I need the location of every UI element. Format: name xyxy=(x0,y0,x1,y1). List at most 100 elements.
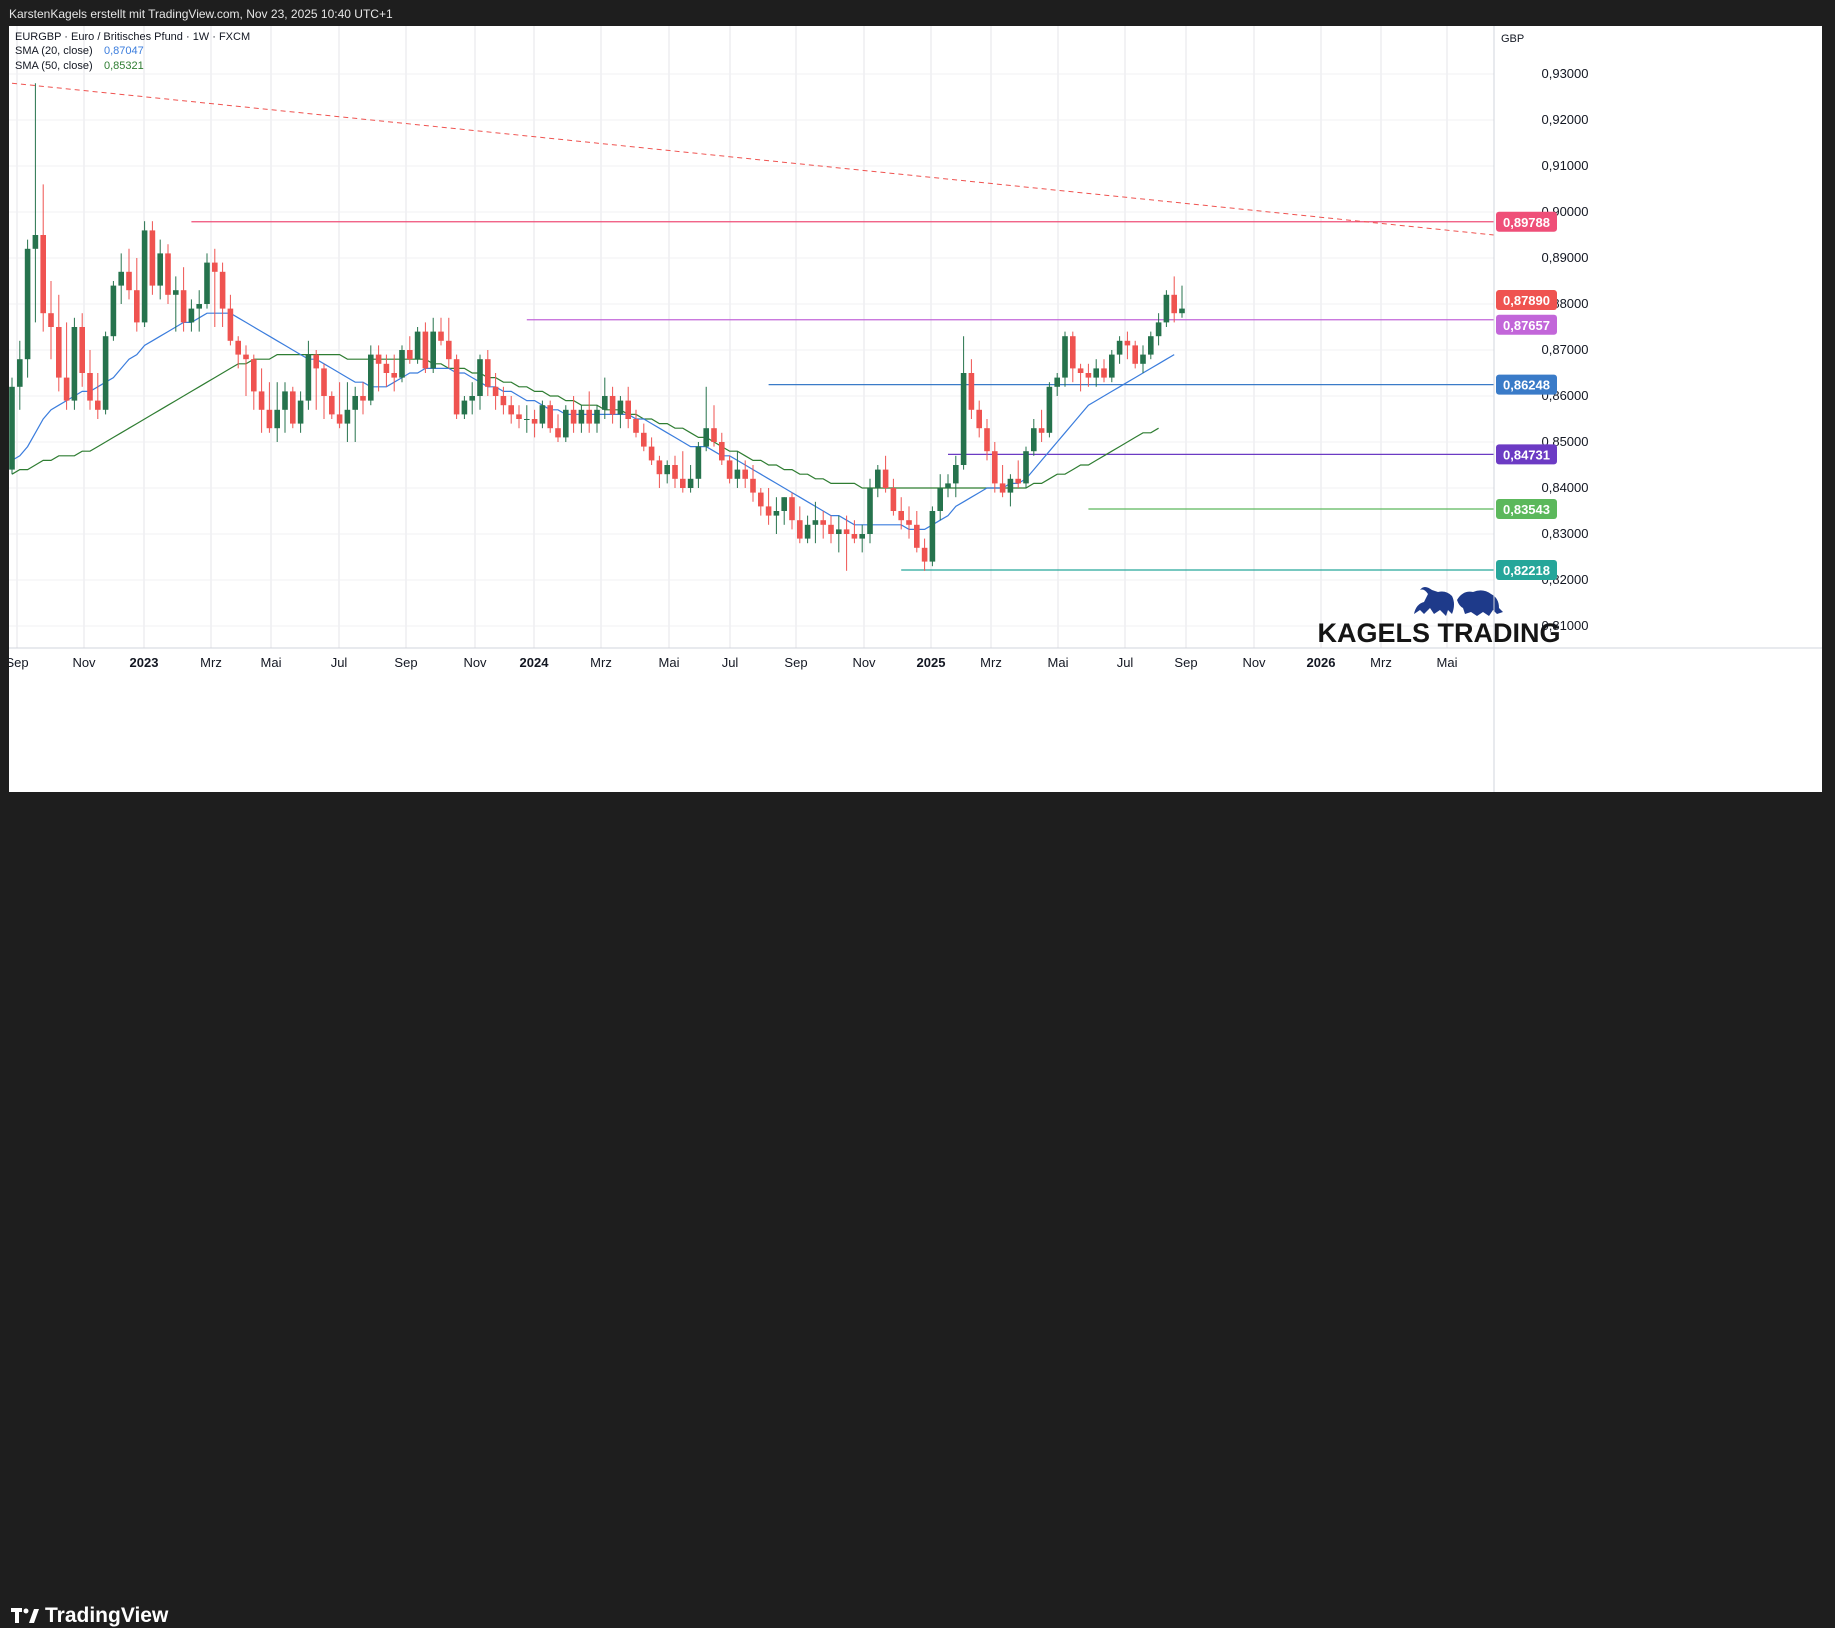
candle xyxy=(40,184,46,332)
candle-body xyxy=(1046,386,1053,433)
candle-body xyxy=(875,469,881,488)
candle-body xyxy=(258,391,265,410)
price-tick-label: 0,93000 xyxy=(1542,66,1589,81)
candle xyxy=(539,400,546,429)
candle xyxy=(976,400,982,438)
tradingview-logo[interactable]: TradingView xyxy=(11,1604,168,1628)
candle-body xyxy=(188,308,195,323)
candle xyxy=(204,253,210,309)
candle xyxy=(126,248,132,300)
candle-body xyxy=(773,511,780,516)
candle-body xyxy=(882,469,889,488)
candle-body xyxy=(63,377,70,401)
candle-body xyxy=(734,469,741,479)
candle-body xyxy=(820,520,826,525)
candle-body xyxy=(812,520,819,525)
candle-body xyxy=(672,465,678,479)
sma50-line xyxy=(11,354,1159,489)
candle-body xyxy=(321,368,327,396)
candle-body xyxy=(1023,451,1029,484)
chart-area[interactable]: KAGELS TRADING EURGBP · Euro / Britische… xyxy=(5,26,1822,792)
footer-bar: TradingView xyxy=(0,792,1835,1627)
levels xyxy=(191,221,1494,571)
candle-body xyxy=(235,340,241,355)
candle-body xyxy=(765,506,772,516)
price-tag: 0,87657 xyxy=(1496,314,1557,335)
candle-body xyxy=(656,460,663,475)
price-tick-label: 0,84000 xyxy=(1542,480,1589,495)
candle xyxy=(313,350,319,410)
candle xyxy=(141,221,148,327)
candle-body xyxy=(641,432,647,447)
price-tag-label: 0,82218 xyxy=(1503,563,1550,578)
brand-watermark: KAGELS TRADING xyxy=(1318,587,1561,648)
candle-body xyxy=(703,428,709,447)
candle xyxy=(695,442,702,488)
candle-body xyxy=(1140,354,1146,364)
candle xyxy=(79,313,85,387)
time-tick-label: Mrz xyxy=(1370,655,1392,670)
candle-body xyxy=(836,529,842,534)
candle-body xyxy=(1093,368,1099,378)
candle xyxy=(672,455,678,488)
time-tick-label: Mai xyxy=(261,655,282,670)
candle-body xyxy=(625,400,631,419)
candle xyxy=(266,382,273,433)
candle xyxy=(1070,331,1076,383)
candle-body xyxy=(344,409,351,424)
candle xyxy=(765,488,772,525)
candle xyxy=(656,455,663,488)
price-tag-label: 0,84731 xyxy=(1503,447,1550,462)
candle-body xyxy=(492,386,499,396)
candle-body xyxy=(360,396,366,401)
price-tag-bg xyxy=(1496,211,1557,232)
price-tag-bg xyxy=(1496,290,1557,311)
candle xyxy=(1155,313,1162,346)
candle-body xyxy=(212,262,218,272)
axes: 0,930000,920000,910000,900000,890000,880… xyxy=(5,26,1822,792)
candle xyxy=(726,455,733,484)
tradingview-logo-icon xyxy=(11,1608,39,1623)
candle-body xyxy=(1054,377,1060,387)
candle-body xyxy=(9,386,15,470)
candle-body xyxy=(516,414,522,419)
candle xyxy=(63,322,70,410)
candle xyxy=(110,281,117,341)
candle-body xyxy=(79,327,85,373)
candle xyxy=(1023,446,1029,488)
candle-body xyxy=(750,478,756,493)
candle-body xyxy=(680,478,686,488)
candle-body xyxy=(196,304,202,309)
candle-body xyxy=(48,313,54,327)
price-tag-label: 0,89788 xyxy=(1503,215,1550,230)
candle xyxy=(274,382,280,442)
candle xyxy=(602,377,608,419)
candle xyxy=(906,506,912,539)
candle xyxy=(1163,290,1170,327)
candle-body xyxy=(24,248,31,360)
candle-body xyxy=(586,409,592,424)
candle xyxy=(9,377,15,475)
candle xyxy=(297,391,304,433)
candle-body xyxy=(531,419,538,424)
candle-body xyxy=(804,524,811,539)
price-tag-label: 0,83543 xyxy=(1503,502,1550,517)
chart-credit: KarstenKagels erstellt mit TradingView.c… xyxy=(9,7,393,21)
candle-body xyxy=(578,409,585,424)
candle xyxy=(1085,363,1092,387)
candle-body xyxy=(336,414,343,424)
time-tick-label: Nov xyxy=(72,655,96,670)
candle-body xyxy=(851,534,858,539)
candle xyxy=(1116,336,1123,364)
candle-body xyxy=(1007,478,1014,493)
candle xyxy=(648,437,655,465)
price-tick-label: 0,83000 xyxy=(1542,526,1589,541)
candle xyxy=(867,478,873,544)
price-chart[interactable]: KAGELS TRADING EURGBP · Euro / Britische… xyxy=(5,26,1822,792)
candle-body xyxy=(219,271,226,309)
candle xyxy=(414,327,421,364)
candle-body xyxy=(313,354,319,369)
candle xyxy=(219,262,226,327)
time-tick-label: Sep xyxy=(394,655,417,670)
candle-body xyxy=(1101,368,1107,378)
